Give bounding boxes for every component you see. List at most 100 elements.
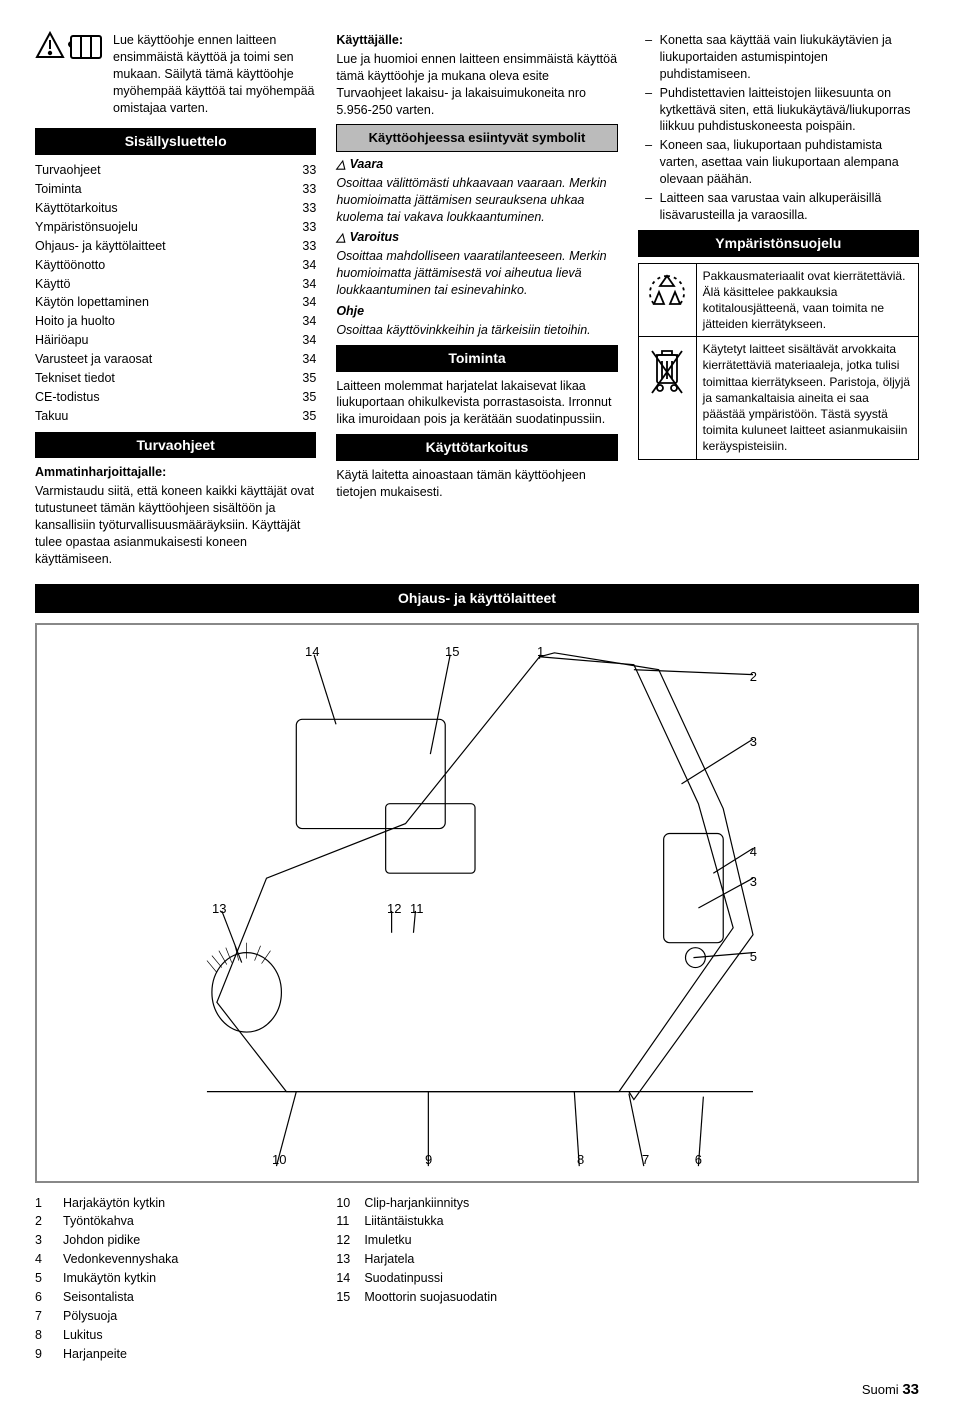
user-text: Lue ja huomioi ennen laitteen ensimmäist… bbox=[336, 51, 617, 119]
diagram-label: 6 bbox=[695, 1151, 702, 1169]
note-text: Osoittaa käyttövinkkeihin ja tärkeisiin … bbox=[336, 322, 617, 339]
no-bin-icon bbox=[639, 337, 697, 458]
diagram-label: 15 bbox=[445, 643, 459, 661]
part-text: Moottorin suojasuodatin bbox=[364, 1289, 497, 1306]
part-text: Johdon pidike bbox=[63, 1232, 140, 1249]
part-item: 14Suodatinpussi bbox=[336, 1270, 617, 1287]
part-text: Imukäytön kytkin bbox=[63, 1270, 156, 1287]
part-item: 5Imukäytön kytkin bbox=[35, 1270, 316, 1287]
purpose-text: Käytä laitetta ainoastaan tämän käyttöoh… bbox=[336, 467, 617, 501]
toc-row: Häiriöapu34 bbox=[35, 331, 316, 350]
intro-icons bbox=[35, 30, 107, 118]
toc-row: Varusteet ja varaosat34 bbox=[35, 350, 316, 369]
diagram-label: 5 bbox=[750, 948, 757, 966]
part-text: Harjakäytön kytkin bbox=[63, 1195, 165, 1212]
diagram-label: 10 bbox=[272, 1151, 286, 1169]
bullet-text: Laitteen saa varustaa vain alkuperäisill… bbox=[660, 190, 919, 224]
toc-row: Käyttötarkoitus 33 bbox=[35, 199, 316, 218]
part-num: 10 bbox=[336, 1195, 364, 1212]
toc-row: Käytön lopettaminen 34 bbox=[35, 293, 316, 312]
toc-header: Sisällysluettelo bbox=[35, 128, 316, 155]
part-item: 13Harjatela bbox=[336, 1251, 617, 1268]
parts-col-2: 10Clip-harjankiinnitys11Liitäntäistukka1… bbox=[336, 1195, 617, 1365]
toc-page: 34 bbox=[302, 351, 316, 368]
part-num: 7 bbox=[35, 1308, 63, 1325]
toc-page: 35 bbox=[302, 408, 316, 425]
toc-row: CE-todistus 35 bbox=[35, 388, 316, 407]
diagram-label: 12 bbox=[387, 900, 401, 918]
toc-row: Hoito ja huolto34 bbox=[35, 312, 316, 331]
toc-page: 34 bbox=[302, 313, 316, 330]
env-header: Ympäristönsuojelu bbox=[638, 230, 919, 257]
diagram-label: 3 bbox=[750, 873, 757, 891]
toc-label: Käyttö bbox=[35, 276, 70, 293]
recycle-icon bbox=[639, 264, 697, 337]
part-text: Lukitus bbox=[63, 1327, 103, 1344]
part-num: 4 bbox=[35, 1251, 63, 1268]
diagram-label: 13 bbox=[212, 900, 226, 918]
toc-label: CE-todistus bbox=[35, 389, 100, 406]
bullet-item: –Koneen saa, liukuportaan puhdistamista … bbox=[638, 137, 919, 188]
part-num: 11 bbox=[336, 1213, 364, 1230]
toc-page: 34 bbox=[302, 276, 316, 293]
page-footer: Suomi 33 bbox=[35, 1380, 919, 1400]
column-3: –Konetta saa käyttää vain liukukäytävien… bbox=[638, 30, 919, 570]
controls-header: Ohjaus- ja käyttölaitteet bbox=[35, 584, 919, 613]
part-num: 2 bbox=[35, 1213, 63, 1230]
user-label: Käyttäjälle: bbox=[336, 32, 617, 49]
env-text-1: Pakkausmateriaalit ovat kierrätettäviä. … bbox=[697, 264, 918, 337]
diagram-box: 1415123435131211109876 bbox=[35, 623, 919, 1183]
purpose-header: Käyttötarkoitus bbox=[336, 434, 617, 461]
toc-list: Turvaohjeet33Toiminta33Käyttötarkoitus33… bbox=[35, 161, 316, 425]
toc-label: Tekniset tiedot bbox=[35, 370, 115, 387]
toc-label: Käytön lopettaminen bbox=[35, 294, 149, 311]
bullet-item: –Puhdistettavien laitteistojen liikesuun… bbox=[638, 85, 919, 136]
diagram-label: 7 bbox=[642, 1151, 649, 1169]
diagram-label: 4 bbox=[750, 843, 757, 861]
toc-page: 35 bbox=[302, 389, 316, 406]
part-item: 9Harjanpeite bbox=[35, 1346, 316, 1363]
toc-page: 33 bbox=[302, 219, 316, 236]
toc-page: 33 bbox=[302, 200, 316, 217]
footer-page: 33 bbox=[902, 1381, 919, 1398]
diagram-label: 9 bbox=[425, 1151, 432, 1169]
toc-label: Käyttötarkoitus bbox=[35, 200, 118, 217]
parts-columns: 1Harjakäytön kytkin2Työntökahva3Johdon p… bbox=[35, 1195, 919, 1365]
warning-text: Osoittaa mahdolliseen vaaratilanteeseen.… bbox=[336, 248, 617, 299]
part-text: Harjanpeite bbox=[63, 1346, 127, 1363]
symbols-header: Käyttöohjeessa esiintyvät symbolit bbox=[336, 124, 617, 152]
toc-label: Toiminta bbox=[35, 181, 82, 198]
top-columns: Lue käyttöohje ennen laitteen ensimmäist… bbox=[35, 30, 919, 570]
toc-row: Käyttöönotto34 bbox=[35, 256, 316, 275]
part-item: 4Vedonkevennyshaka bbox=[35, 1251, 316, 1268]
part-item: 3Johdon pidike bbox=[35, 1232, 316, 1249]
diagram-label: 2 bbox=[750, 668, 757, 686]
part-num: 9 bbox=[35, 1346, 63, 1363]
toc-page: 34 bbox=[302, 294, 316, 311]
bullet-item: –Konetta saa käyttää vain liukukäytävien… bbox=[638, 32, 919, 83]
danger-text: Osoittaa välittömästi uhkaavaan vaaraan.… bbox=[336, 175, 617, 226]
column-2: Käyttäjälle: Lue ja huomioi ennen laitte… bbox=[336, 30, 617, 570]
part-text: Seisontalista bbox=[63, 1289, 134, 1306]
env-box-1: Pakkausmateriaalit ovat kierrätettäviä. … bbox=[638, 263, 919, 338]
parts-col-3 bbox=[638, 1195, 919, 1365]
toc-row: Takuu35 bbox=[35, 407, 316, 426]
danger-label: △Vaara bbox=[336, 156, 617, 173]
part-item: 12Imuletku bbox=[336, 1232, 617, 1249]
part-num: 12 bbox=[336, 1232, 364, 1249]
toc-page: 33 bbox=[302, 238, 316, 255]
note-label: Ohje bbox=[336, 303, 617, 320]
parts-col-1: 1Harjakäytön kytkin2Työntökahva3Johdon p… bbox=[35, 1195, 316, 1365]
toc-label: Häiriöapu bbox=[35, 332, 89, 349]
bullet-text: Puhdistettavien laitteistojen liikesuunt… bbox=[660, 85, 919, 136]
part-item: 1Harjakäytön kytkin bbox=[35, 1195, 316, 1212]
env-box-2: Käytetyt laitteet sisältävät arvokkaita … bbox=[638, 336, 919, 459]
toc-row: Tekniset tiedot35 bbox=[35, 369, 316, 388]
part-item: 6Seisontalista bbox=[35, 1289, 316, 1306]
diagram-label: 3 bbox=[750, 733, 757, 751]
toc-row: Ohjaus- ja käyttölaitteet33 bbox=[35, 237, 316, 256]
intro-block: Lue käyttöohje ennen laitteen ensimmäist… bbox=[35, 30, 316, 118]
part-item: 8Lukitus bbox=[35, 1327, 316, 1344]
part-num: 3 bbox=[35, 1232, 63, 1249]
part-text: Työntökahva bbox=[63, 1213, 134, 1230]
